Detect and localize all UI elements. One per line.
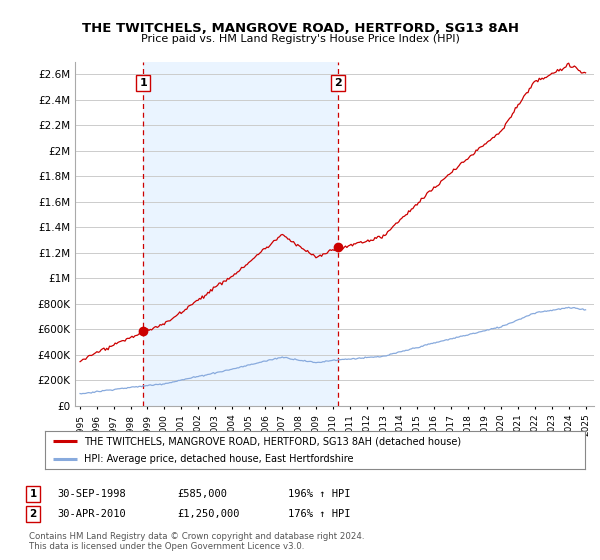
Text: 1: 1 — [139, 78, 147, 88]
Text: Price paid vs. HM Land Registry's House Price Index (HPI): Price paid vs. HM Land Registry's House … — [140, 34, 460, 44]
Text: 30-SEP-1998: 30-SEP-1998 — [57, 489, 126, 499]
Text: £585,000: £585,000 — [177, 489, 227, 499]
Text: 30-APR-2010: 30-APR-2010 — [57, 509, 126, 519]
Text: THE TWITCHELS, MANGROVE ROAD, HERTFORD, SG13 8AH (detached house): THE TWITCHELS, MANGROVE ROAD, HERTFORD, … — [84, 436, 461, 446]
Text: 196% ↑ HPI: 196% ↑ HPI — [288, 489, 350, 499]
Text: 1: 1 — [29, 489, 37, 499]
Text: £1,250,000: £1,250,000 — [177, 509, 239, 519]
Text: 176% ↑ HPI: 176% ↑ HPI — [288, 509, 350, 519]
Bar — [143, 62, 338, 406]
Text: THE TWITCHELS, MANGROVE ROAD, HERTFORD, SG13 8AH: THE TWITCHELS, MANGROVE ROAD, HERTFORD, … — [82, 22, 518, 35]
Text: HPI: Average price, detached house, East Hertfordshire: HPI: Average price, detached house, East… — [84, 454, 353, 464]
Text: Contains HM Land Registry data © Crown copyright and database right 2024.
This d: Contains HM Land Registry data © Crown c… — [29, 531, 364, 551]
Text: 2: 2 — [29, 509, 37, 519]
Text: 2: 2 — [335, 78, 342, 88]
